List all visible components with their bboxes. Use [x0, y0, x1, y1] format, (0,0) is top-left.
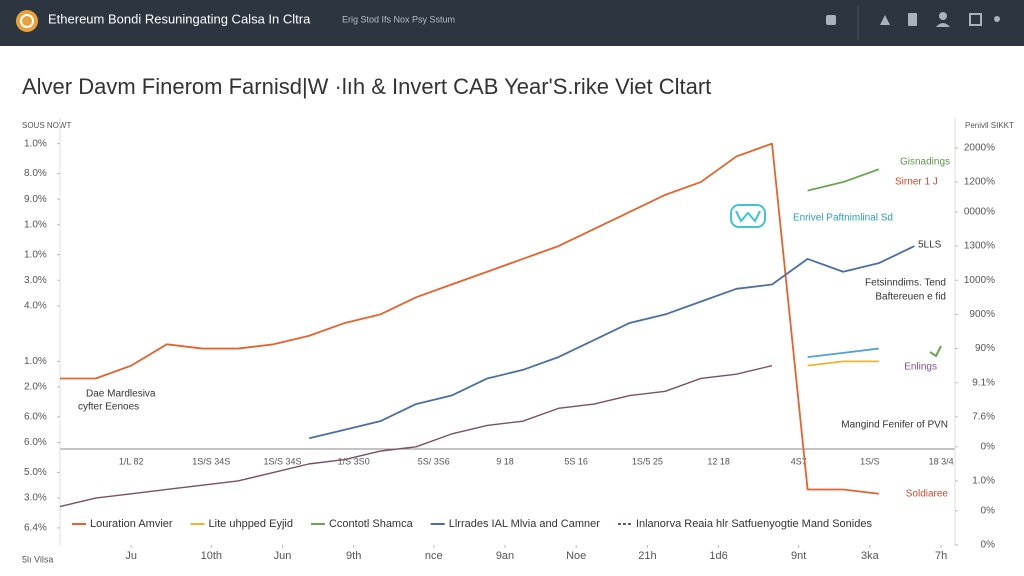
x-sublabel: 1/S 3S0 [338, 456, 370, 466]
series-line [308, 245, 915, 440]
annotation: Soldiaree [906, 489, 949, 500]
y-tick-label: 8.0% [24, 168, 47, 179]
annotation: Sirner 1 J [895, 177, 938, 188]
y2-tick-label: 1200% [964, 177, 995, 188]
app-subtitle: Erig Stod Ifs Nox Psy Sstum [342, 14, 455, 24]
x-tick-label: 9th [346, 550, 361, 562]
x-sublabel: 1/L 82 [119, 456, 144, 466]
x-sublabel: 18 3/4 [929, 456, 954, 466]
y2-tick-label: 7.6% [972, 412, 995, 423]
annotation: Baftereuen e fid [875, 292, 946, 303]
y-tick-label: 2.0% [24, 382, 47, 393]
series-line [59, 364, 773, 508]
marker-icon-glyph [735, 210, 761, 223]
y-tick-label: 1.0% [24, 219, 47, 230]
y-tick-label: 1.0% [24, 356, 47, 367]
y2-axis-label: Penivll SIKKT [965, 121, 1014, 130]
icon-user[interactable] [939, 12, 947, 20]
y2-tick-label: 1000% [964, 275, 995, 286]
y-tick-label: 3.0% [24, 275, 47, 286]
y-tick-label: 9.0% [24, 194, 47, 205]
series-line [807, 347, 879, 359]
y-tick-label: 1.0% [24, 249, 47, 260]
series-line [807, 360, 879, 367]
x-sublabel: 5S/ 3S6 [418, 456, 450, 466]
x-sublabel: 12 18 [707, 456, 730, 466]
x-tick-label: 9nt [791, 550, 806, 562]
y2-tick-label: 0% [981, 540, 996, 551]
annotation: cyfter Eenoes [78, 402, 139, 413]
legend-label: Inlanorva Reaia hlr Satfuenyogtie Mand S… [636, 518, 873, 530]
top-bar-graphics: Ethereum Bondi Resuningating Calsa In Cl… [16, 6, 1000, 40]
y-tick-label: 6.0% [24, 437, 47, 448]
y-tick-label: 3.0% [24, 493, 47, 504]
x-tick-label: Ju [125, 550, 137, 562]
y-axis-label: SOUS NOWT [22, 121, 71, 130]
chart-card [0, 46, 1024, 576]
corner-label: 5lı Vilsa [22, 554, 53, 564]
x-tick-label: 1d6 [709, 550, 727, 562]
x-tick-label: 21h [638, 550, 656, 562]
y2-tick-label: 90% [975, 343, 995, 354]
x-sublabel: 1S/5 25 [632, 456, 663, 466]
x-sublabel: 1S/S 34S [263, 456, 301, 466]
legend-label: Llrrades IAL Mlvia and Camner [449, 518, 601, 530]
y2-tick-label: 9.1% [972, 377, 995, 388]
x-sublabel: 5S 16 [564, 456, 588, 466]
legend-label: Ccontotl Shamca [329, 518, 414, 530]
annotation: 5LLS [918, 240, 942, 251]
annotation: Mangind Fenifer of PVN [841, 420, 948, 431]
x-tick-label: Jun [274, 550, 292, 562]
annotation: Enrivel Paftnimlinal Sd [793, 213, 893, 224]
y-tick-label: 1.0% [24, 138, 47, 149]
chart-title: Alver Davm Finerom Farnisd|W ·lıh & Inve… [22, 74, 711, 99]
legend-label: Lite uhpped Eyjid [209, 518, 293, 530]
x-sublabel: 9 18 [496, 456, 514, 466]
x-tick-label: Noe [566, 550, 586, 562]
y-tick-label: 4.0% [24, 301, 47, 312]
y2-tick-label: 900% [969, 309, 995, 320]
icon-user-body [936, 23, 950, 27]
series-line [60, 142, 879, 495]
y-tick-label: 5.0% [24, 467, 47, 478]
y-tick-label: 6.0% [24, 412, 47, 423]
icon-settings[interactable] [994, 16, 1000, 22]
y2-tick-label: 1.0% [972, 476, 995, 487]
check-icon [929, 345, 942, 358]
y2-tick-label: 1300% [964, 241, 995, 252]
y2-tick-label: 2000% [964, 143, 995, 154]
series-line [807, 168, 880, 192]
x-sublabel: 1S/S [860, 456, 880, 466]
x-tick-label: 7h [935, 550, 947, 562]
icon-button[interactable] [908, 13, 917, 26]
marker-icon [730, 204, 766, 228]
top-bar: Ethereum Bondi Resuningating Calsa In Cl… [0, 0, 1024, 46]
annotation: Gisnadings [900, 157, 950, 168]
x-tick-label: 3ka [861, 550, 880, 562]
x-tick-label: 9an [496, 550, 514, 562]
x-sublabel: 1S/S 34S [192, 456, 230, 466]
x-sublabel: 4S7 [791, 456, 807, 466]
icon-button[interactable] [880, 15, 890, 25]
icon-button[interactable] [826, 15, 836, 25]
app-logo-ring [20, 14, 34, 28]
legend-label: Louration Amvier [90, 518, 173, 530]
app-logo[interactable] [16, 10, 38, 32]
icon-button[interactable] [969, 13, 982, 26]
x-tick-label: nce [425, 550, 443, 562]
y2-tick-label: 0000% [964, 207, 995, 218]
y-tick-label: 6.4% [24, 523, 47, 534]
app-title: Ethereum Bondi Resuningating Calsa In Cl… [48, 11, 311, 26]
y2-tick-label: 0% [981, 441, 996, 452]
y2-tick-label: 0% [981, 505, 996, 516]
annotation: Fetsinndims. Tend [865, 278, 946, 289]
annotation: Enlings [904, 362, 937, 373]
x-tick-label: 10th [201, 550, 222, 562]
annotation: Dae Mardlesiva [86, 389, 156, 400]
